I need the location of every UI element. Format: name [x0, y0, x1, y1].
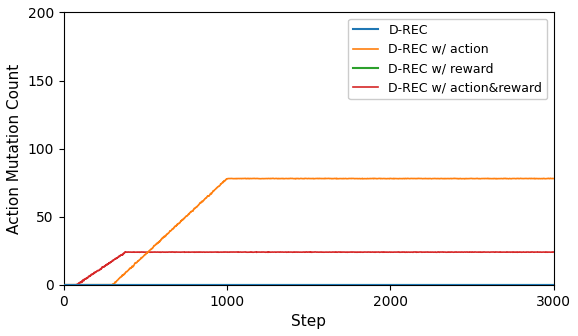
Legend: D-REC, D-REC w/ action, D-REC w/ reward, D-REC w/ action&reward: D-REC, D-REC w/ action, D-REC w/ reward,…: [349, 19, 547, 99]
D-REC w/ action&reward: [358, 250, 365, 254]
D-REC w/ action&reward: [223, 250, 229, 254]
D-REC w/ action: [550, 176, 557, 180]
Line: D-REC w/ action&reward: D-REC w/ action&reward: [64, 252, 554, 285]
D-REC w/ action&reward: [60, 283, 67, 287]
D-REC w/ action&reward: [550, 250, 557, 254]
D-REC w/ action&reward: [528, 250, 535, 254]
D-REC w/ action: [528, 176, 535, 180]
D-REC w/ action: [295, 177, 302, 181]
D-REC w/ action: [158, 238, 165, 242]
D-REC w/ action&reward: [122, 250, 129, 254]
D-REC w/ action&reward: [295, 250, 302, 254]
D-REC w/ action&reward: [158, 250, 165, 254]
D-REC w/ action: [269, 176, 276, 180]
D-REC w/ action: [60, 283, 67, 287]
D-REC w/ action: [255, 177, 262, 181]
D-REC w/ action&reward: [255, 250, 262, 254]
Line: D-REC w/ action: D-REC w/ action: [64, 178, 554, 285]
Y-axis label: Action Mutation Count: Action Mutation Count: [7, 64, 22, 234]
X-axis label: Step: Step: [291, 314, 326, 329]
D-REC w/ action: [358, 177, 365, 181]
D-REC w/ action: [223, 177, 229, 181]
